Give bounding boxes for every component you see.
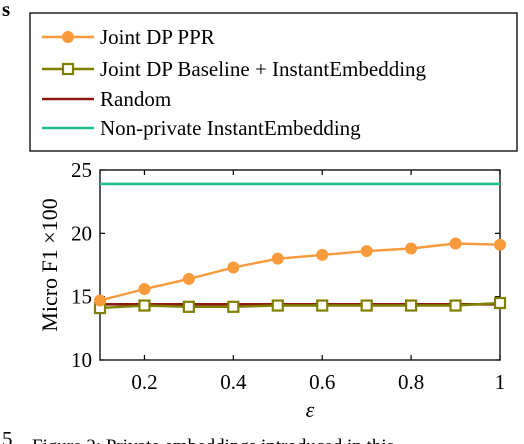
x-tick-label: 0.2 (131, 370, 157, 394)
x-axis-label: ε (306, 397, 315, 422)
data-point-joint-dp-ppr (449, 237, 462, 250)
margin-fragment-bottom: 5 (2, 427, 13, 444)
data-point-joint-dp-baseline-instantembedding (227, 300, 240, 313)
legend-marker-joint-dp-baseline-instantembedding (61, 62, 75, 76)
data-point-joint-dp-ppr (182, 272, 195, 285)
legend-marker-joint-dp-ppr (62, 31, 74, 43)
data-point-joint-dp-baseline-instantembedding (360, 299, 373, 312)
margin-fragment-top: s (2, 0, 10, 21)
legend-box (29, 12, 518, 152)
y-tick-label: 10 (71, 348, 92, 372)
data-point-joint-dp-baseline-instantembedding (182, 300, 195, 313)
x-tick-label: 0.8 (398, 370, 424, 394)
y-tick-label: 15 (71, 285, 92, 309)
legend-label-random: Random (100, 87, 171, 111)
data-point-joint-dp-ppr (360, 245, 373, 258)
legend: Joint DP PPR Joint DP Baseline + InstantE… (29, 12, 518, 152)
plot-area: 0.2 0.4 0.6 0.8 1 10 15 20 25 (71, 158, 507, 394)
x-tick-label: 0.4 (220, 370, 247, 394)
figure-caption: Figure 2: Private embeddings introduced … (32, 436, 394, 444)
legend-label-non-private-instantembedding: Non-private InstantEmbedding (100, 116, 361, 140)
data-point-joint-dp-ppr (271, 252, 284, 265)
data-point-joint-dp-baseline-instantembedding (493, 296, 507, 310)
series-line-joint-dp-ppr (99, 242, 501, 302)
plot-frame (99, 169, 501, 361)
y-tick-label: 20 (71, 221, 92, 245)
y-tick-label: 25 (71, 158, 92, 182)
series-line-joint-dp-baseline-instantembedding (99, 301, 501, 310)
series-layer (93, 182, 507, 315)
data-point-joint-dp-ppr (316, 248, 329, 261)
x-tick-label: 0.6 (309, 370, 335, 394)
data-point-joint-dp-baseline-instantembedding (271, 299, 284, 312)
data-point-joint-dp-baseline-instantembedding (405, 299, 418, 312)
data-point-joint-dp-ppr (405, 242, 418, 255)
data-point-joint-dp-ppr (494, 238, 506, 251)
ticks: 0.2 0.4 0.6 0.8 1 10 15 20 25 (71, 158, 505, 394)
x-tick-label: 1 (495, 370, 506, 394)
data-point-joint-dp-baseline-instantembedding (138, 299, 151, 312)
data-point-joint-dp-ppr (227, 261, 240, 274)
data-point-joint-dp-ppr (138, 283, 151, 296)
legend-label-joint-dp-ppr: Joint DP PPR (100, 25, 215, 49)
data-point-joint-dp-ppr (94, 294, 106, 307)
y-axis-label: Micro F1 ×100 (37, 198, 62, 331)
data-point-joint-dp-baseline-instantembedding (449, 299, 462, 312)
data-point-joint-dp-baseline-instantembedding (316, 299, 329, 312)
legend-label-joint-dp-baseline-instantembedding: Joint DP Baseline + InstantEmbedding (100, 57, 427, 81)
